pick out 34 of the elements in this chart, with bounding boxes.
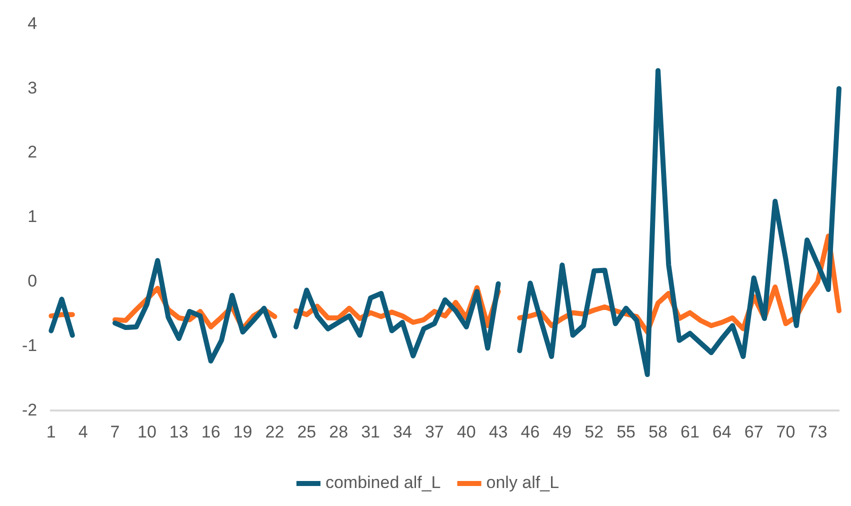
x-tick-label: 10 bbox=[137, 422, 156, 442]
x-tick-label: 73 bbox=[808, 422, 828, 442]
x-tick-label: 55 bbox=[616, 422, 636, 442]
y-tick-label: -2 bbox=[22, 400, 38, 420]
x-tick-label: 31 bbox=[361, 422, 380, 442]
x-tick-label: 46 bbox=[520, 422, 540, 442]
x-tick-label: 70 bbox=[776, 422, 796, 442]
x-tick-label: 37 bbox=[424, 422, 444, 442]
x-tick-label: 34 bbox=[393, 422, 412, 442]
x-tick-label: 22 bbox=[265, 422, 284, 442]
y-tick-label: 3 bbox=[28, 78, 38, 98]
x-tick-label: 4 bbox=[78, 422, 88, 442]
x-tick-label: 19 bbox=[233, 422, 252, 442]
legend-label: combined alf_L bbox=[325, 473, 441, 492]
x-tick-label: 7 bbox=[110, 422, 120, 442]
y-tick-label: 4 bbox=[28, 14, 38, 33]
x-tick-label: 67 bbox=[744, 422, 764, 442]
legend-label: only alf_L bbox=[486, 473, 560, 492]
x-tick-label: 1 bbox=[46, 422, 56, 442]
x-tick-label: 25 bbox=[297, 422, 316, 442]
x-tick-label: 28 bbox=[329, 422, 348, 442]
x-tick-label: 13 bbox=[169, 422, 188, 442]
x-tick-label: 43 bbox=[488, 422, 508, 442]
x-tick-label: 64 bbox=[712, 422, 732, 442]
x-tick-label: 52 bbox=[584, 422, 604, 442]
x-tick-label: 16 bbox=[201, 422, 220, 442]
x-tick-label: 58 bbox=[648, 422, 668, 442]
y-tick-label: -1 bbox=[22, 336, 38, 355]
x-tick-label: 61 bbox=[680, 422, 700, 442]
y-tick-label: 1 bbox=[28, 207, 38, 226]
x-tick-label: 49 bbox=[552, 422, 572, 442]
x-tick-label: 40 bbox=[456, 422, 476, 442]
y-tick-label: 0 bbox=[28, 271, 38, 290]
y-tick-label: 2 bbox=[28, 142, 38, 162]
